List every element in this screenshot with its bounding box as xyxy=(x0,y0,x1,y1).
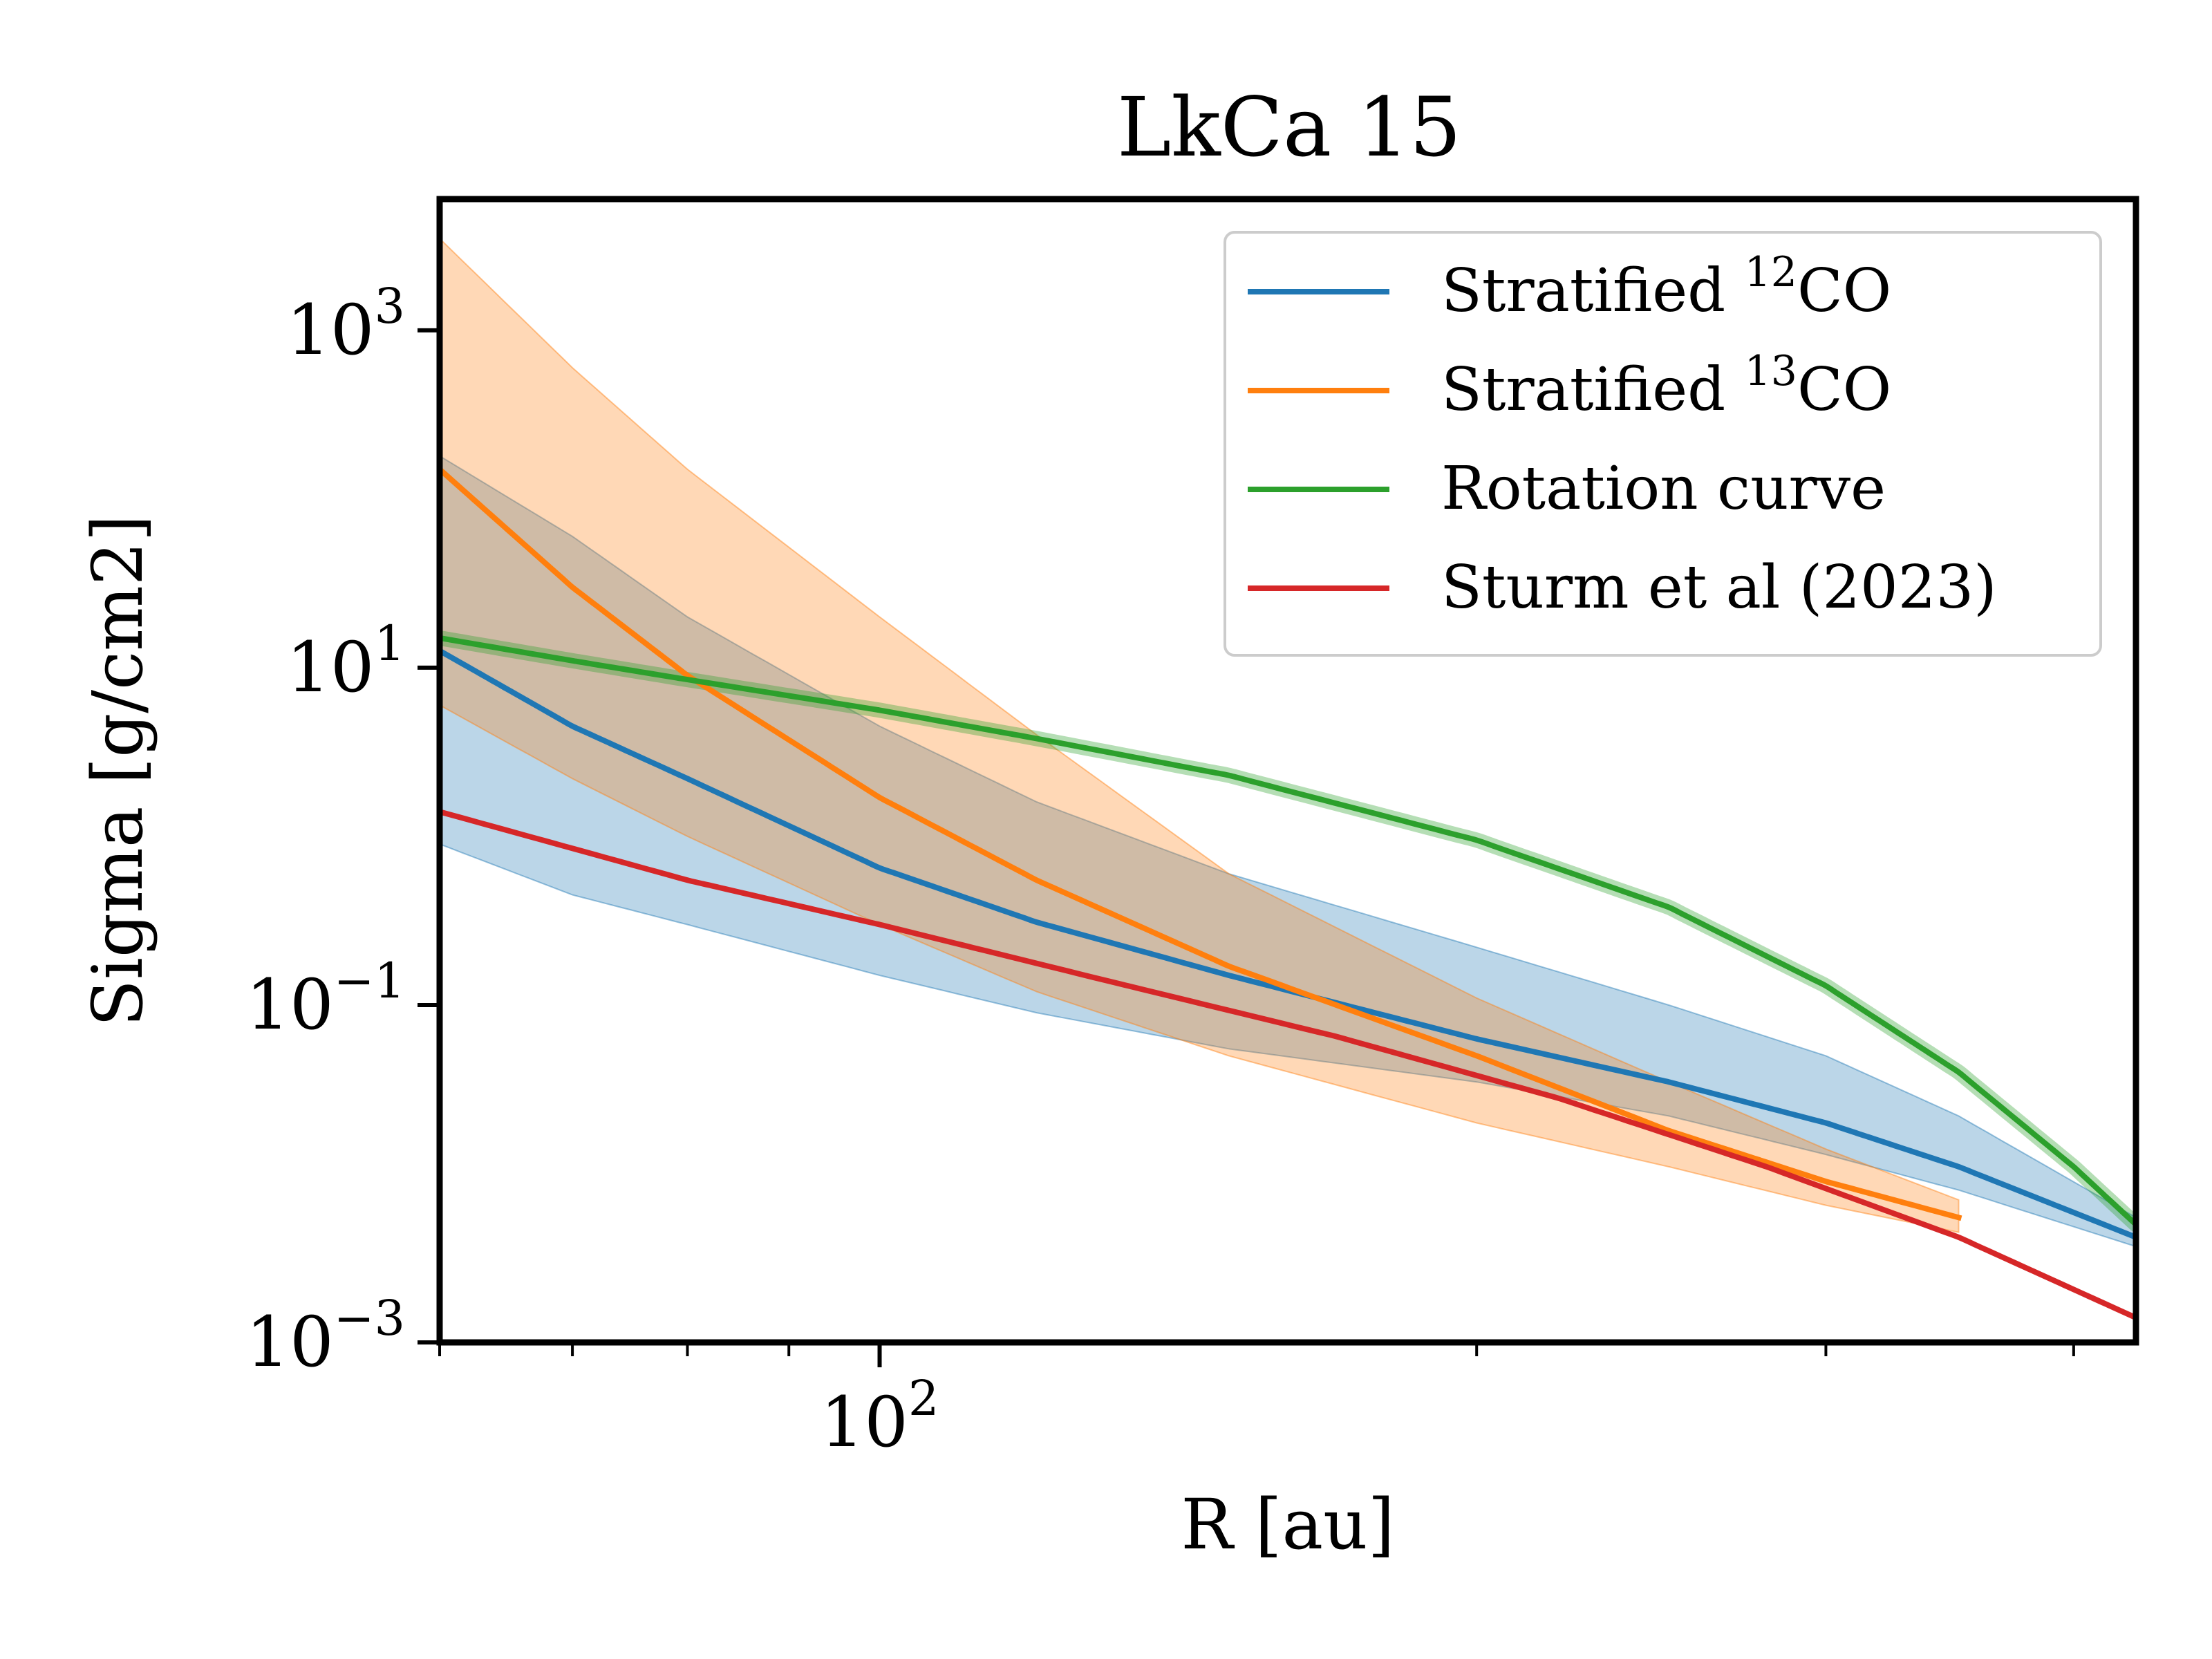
legend-label-0: Stratified 12CO xyxy=(1441,248,1891,326)
series-lines xyxy=(440,465,2136,1321)
y-tick-label: 10−1 xyxy=(246,953,405,1045)
y-tick-label: 101 xyxy=(286,615,405,708)
y-axis-label: Sigma [g/cm2] xyxy=(77,515,158,1027)
y-axis-ticks: 103 101 10−1 10−3 xyxy=(246,278,440,1382)
x-axis-ticks: 102 xyxy=(438,1342,2075,1463)
series-band-0 xyxy=(440,455,2136,1248)
legend-entries: Stratified 12CO Stratified 13CO Rotation c… xyxy=(1248,248,1997,622)
legend-label-2: Rotation curve xyxy=(1441,454,1886,523)
legend-box xyxy=(1224,231,2102,657)
series-line-0 xyxy=(440,647,2136,1241)
y-tick-label: 103 xyxy=(286,278,405,371)
series-line-2 xyxy=(440,635,2136,1228)
y-tick-label: 10−3 xyxy=(246,1290,405,1382)
legend-label-3: Sturm et al (2023) xyxy=(1441,553,1997,622)
legend-label-1: Stratified 13CO xyxy=(1441,347,1891,424)
chart-title: LkCa 15 xyxy=(1117,79,1461,175)
legend: Stratified 12CO Stratified 13CO Rotation c… xyxy=(1224,231,2102,657)
series-line-3 xyxy=(440,809,2136,1321)
x-axis-label: R [au] xyxy=(1181,1484,1394,1565)
series-line-1 xyxy=(440,465,1962,1221)
x-tick-label: 102 xyxy=(821,1370,939,1463)
plot-frame xyxy=(436,196,2139,1346)
